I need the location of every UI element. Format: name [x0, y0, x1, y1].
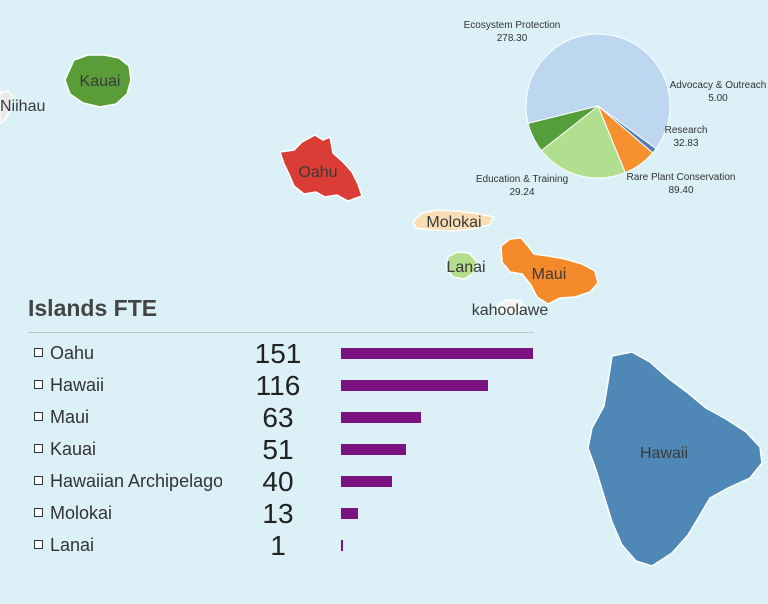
fte-bar[interactable] [341, 380, 489, 391]
fte-island-name: Maui [50, 407, 90, 427]
fte-row[interactable]: Molokai 13 [28, 497, 538, 529]
fte-divider [28, 332, 534, 333]
island-label-niihau: Niihau [0, 98, 45, 115]
pie-label-3: Rare Plant Conservation [627, 172, 736, 183]
fte-value: 1 [270, 530, 286, 561]
fte-rows: Oahu 151 Hawaii 116 Maui 63 Kauai 51 Hawaiian Ar… [28, 337, 538, 561]
fte-checkbox[interactable] [34, 412, 43, 421]
fte-value: 151 [254, 338, 302, 369]
fte-checkbox[interactable] [34, 476, 43, 485]
fte-row[interactable]: Oahu 151 [28, 337, 538, 369]
fte-value: 63 [262, 402, 294, 433]
island-lanai-shape[interactable] [445, 251, 478, 280]
island-maui-shape[interactable] [500, 237, 599, 305]
fte-value: 51 [262, 434, 294, 465]
pie-label-0: Ecosystem Protection [464, 20, 561, 31]
fte-value: 116 [255, 370, 301, 401]
island-label-oahu: Oahu [298, 164, 337, 181]
fte-checkbox[interactable] [34, 348, 43, 357]
island-kauai-shape[interactable] [64, 54, 132, 108]
islands-fte-panel: Islands FTE Oahu 151 Hawaii 116 Maui 63 Kauai 5… [28, 292, 538, 561]
island-label-lanai: Lanai [446, 259, 485, 276]
pie-value-1: 5.00 [708, 93, 728, 104]
fte-row[interactable]: Hawaii 116 [28, 369, 538, 401]
fte-island-name: Hawaii [50, 375, 105, 395]
fte-island-name: Kauai [50, 439, 97, 459]
fte-island-name: Oahu [50, 343, 95, 363]
fte-value: 40 [262, 466, 294, 497]
fte-island-name: Molokai [50, 503, 113, 523]
pie-label-4: Education & Training [476, 174, 568, 185]
pie-value-2: 32.83 [673, 138, 698, 149]
pie-label-1: Advocacy & Outreach [670, 80, 767, 91]
island-label-kahoolawe: kahoolawe [472, 302, 549, 319]
fte-bar[interactable] [341, 476, 392, 487]
pie-value-3: 89.40 [668, 185, 693, 196]
island-label-molokai: Molokai [426, 214, 481, 231]
island-label-maui: Maui [532, 266, 567, 283]
pie-slice-4[interactable] [527, 105, 599, 152]
island-oahu-shape[interactable] [279, 134, 363, 202]
island-hawaii-shape[interactable] [587, 351, 763, 567]
pie-slice-0[interactable] [525, 33, 671, 150]
island-niihau-shape[interactable] [0, 90, 14, 124]
fte-bar[interactable] [341, 444, 406, 455]
fte-bar[interactable] [341, 348, 533, 359]
pie-label-2: Research [665, 125, 708, 136]
island-kahoolawe-shape[interactable] [495, 299, 527, 314]
fte-bar[interactable] [341, 540, 343, 551]
pie-value-4: 29.24 [509, 187, 534, 198]
fte-checkbox[interactable] [34, 444, 43, 453]
fte-row[interactable]: Kauai 51 [28, 433, 538, 465]
fte-value: 13 [262, 498, 294, 529]
fte-title: Islands FTE [28, 295, 158, 321]
fte-row[interactable]: Hawaiian Archipelago 40 [28, 465, 538, 497]
fte-checkbox[interactable] [34, 540, 43, 549]
island-label-hawaii: Hawaii [640, 445, 688, 462]
fte-row[interactable]: Maui 63 [28, 401, 538, 433]
pie-slice-3[interactable] [540, 105, 626, 179]
pie-value-0: 278.30 [497, 33, 528, 44]
island-molokai-shape[interactable] [412, 209, 496, 232]
island-label-kauai: Kauai [80, 73, 121, 90]
fte-checkbox[interactable] [34, 508, 43, 517]
fte-bar[interactable] [341, 412, 422, 423]
fte-row[interactable]: Lanai 1 [28, 529, 538, 561]
fte-island-name: Lanai [50, 535, 95, 555]
fte-island-name: Hawaiian Archipelago [50, 471, 222, 491]
fte-checkbox[interactable] [34, 380, 43, 389]
fte-bar[interactable] [341, 508, 358, 519]
